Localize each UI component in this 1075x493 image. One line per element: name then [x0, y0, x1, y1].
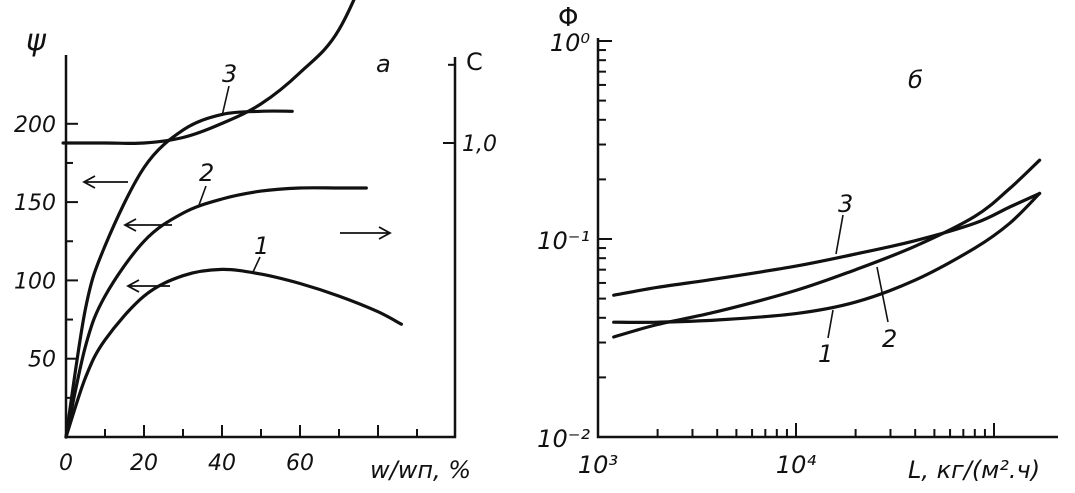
b-curve-1-label: 1 — [818, 340, 833, 368]
panel-a-x-tick-label: 60 — [286, 451, 314, 476]
panel-b-curve-3 — [612, 191, 1042, 297]
panel-a-curve-C — [61, 0, 356, 145]
panel-a-ylabel-left: ψ — [26, 23, 47, 58]
panel-a-curve-1 — [64, 267, 403, 439]
panel-b-y-tick-label: 10⁻¹ — [537, 227, 590, 255]
panel-a-y-left-tick-label: 200 — [14, 113, 56, 138]
b-curve-2-label: 2 — [882, 325, 897, 353]
leader-curve3 — [221, 85, 230, 117]
panel-b-y-tick-label: 10⁰ — [550, 29, 591, 57]
panel-a-label: а — [376, 50, 391, 78]
curve-2-label: 2 — [199, 159, 214, 187]
panel-a-annotations — [82, 85, 392, 293]
panel-a-curve-3 — [64, 109, 294, 439]
panel-a-xlabel: w/wп, % — [370, 456, 471, 484]
panel-b-xlabel: L, кг/(м².ч) — [908, 456, 1040, 484]
panel-b-ylabel: Φ — [558, 3, 578, 33]
leader-b-curve3 — [835, 214, 844, 255]
panel-b-axes-frame — [596, 38, 1058, 439]
panel-a-x-tick-label: 40 — [208, 451, 236, 476]
panel-a-y-left-tick-label: 100 — [14, 269, 56, 294]
panel-b-x-tick-label: 10³ — [578, 451, 618, 479]
panel-b: 10³ 10⁴ 10⁻² 10⁻¹ 10⁰ б Φ L, кг/(м².ч) 3 2 1 — [537, 3, 1058, 484]
panel-a-y-left-tick-label: 150 — [14, 191, 56, 216]
arrow-curve3-left — [82, 175, 128, 189]
panel-a-ticks: 0204060501001502000,40,60,81,0 — [14, 0, 497, 476]
panel-a-x-tick-label: 20 — [130, 451, 158, 476]
curve-3-label: 3 — [222, 60, 237, 88]
panel-b-x-tick-label: 10⁴ — [776, 451, 817, 479]
panel-a-curve-2 — [64, 186, 368, 439]
panel-b-curve-1 — [612, 191, 1042, 324]
panel-b-y-tick-label: 10⁻² — [537, 425, 590, 453]
arrow-curve1-left — [126, 279, 170, 293]
panel-a-y-right-tick-label: 0,8 — [462, 0, 497, 1]
leader-curve1 — [252, 256, 261, 273]
panel-b-curves — [612, 158, 1042, 339]
panel-a: 0204060501001502000,40,60,81,0 а ψ C w/w… — [14, 0, 497, 484]
panel-a-curves — [61, 0, 403, 439]
leader-curve2 — [198, 185, 207, 206]
panel-a-y-left-tick-label: 50 — [28, 348, 56, 373]
leader-b-curve2 — [876, 266, 889, 323]
panel-a-x-tick-label: 0 — [59, 451, 73, 476]
leader-b-curve1 — [827, 309, 834, 339]
panel-a-y-right-tick-label: 1,0 — [462, 132, 497, 157]
panel-a-ylabel-right: C — [466, 48, 483, 76]
arrow-curve2-left — [123, 218, 172, 232]
arrow-c-right — [340, 226, 392, 240]
panel-b-ticks: 10³ 10⁴ 10⁻² 10⁻¹ 10⁰ — [537, 29, 995, 479]
panel-b-label: б — [908, 66, 923, 94]
panel-b-curve-2 — [612, 158, 1042, 339]
b-curve-3-label: 3 — [838, 190, 853, 218]
curve-1-label: 1 — [254, 232, 269, 260]
